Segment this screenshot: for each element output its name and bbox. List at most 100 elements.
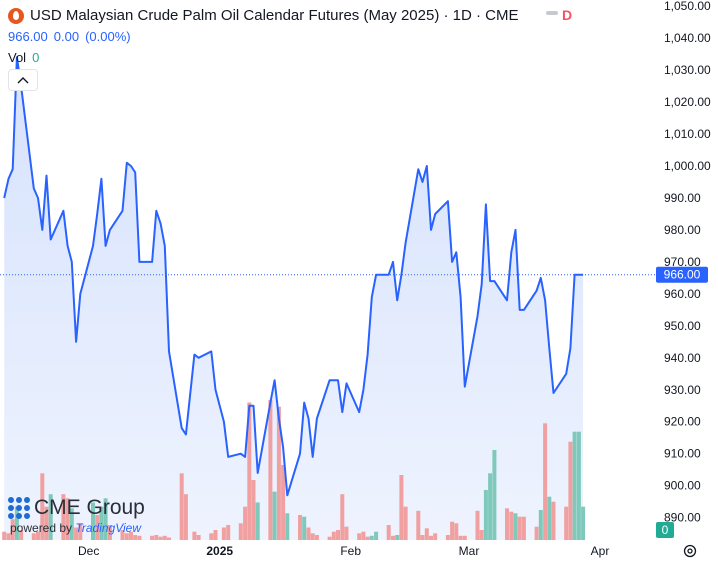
volume-bar	[154, 535, 159, 540]
settings-gear-icon[interactable]	[682, 543, 698, 559]
volume-bar	[44, 506, 49, 540]
market-status-badge[interactable]: D	[562, 7, 573, 23]
volume-bar	[226, 525, 231, 540]
price-area	[4, 57, 584, 541]
volume-bar	[179, 473, 184, 540]
volume-value: 0	[32, 50, 40, 65]
powered-by[interactable]: powered by TradingView	[8, 521, 145, 535]
volume-bar	[433, 533, 438, 540]
volume-bar	[40, 473, 45, 540]
visibility-toggle-icon[interactable]	[546, 11, 558, 15]
last-price-tags: 966.00 0	[656, 266, 708, 538]
y-tick-label: 940.00	[664, 351, 701, 365]
volume-bar	[450, 521, 455, 540]
volume-bar	[183, 494, 188, 540]
tradingview-brand[interactable]: TradingView	[75, 521, 141, 535]
volume-bar	[137, 535, 142, 540]
volume-bar	[196, 535, 201, 540]
y-tick-label: 990.00	[664, 191, 701, 205]
volume-bar	[255, 502, 260, 540]
last-price-tag	[656, 266, 708, 283]
volume-bar	[107, 525, 112, 540]
volume-bar	[10, 519, 15, 540]
y-tick-label: 910.00	[664, 447, 701, 461]
volume-bar	[19, 530, 24, 540]
volume-bar	[91, 502, 95, 540]
x-tick-label: Feb	[340, 544, 361, 558]
volume-bar	[521, 516, 526, 540]
volume-bar	[505, 508, 509, 540]
volume-bar	[158, 536, 163, 540]
volume-bar	[403, 506, 408, 540]
y-tick-label: 950.00	[664, 319, 701, 333]
volume-bar	[298, 515, 302, 540]
volume-bar	[361, 531, 366, 540]
volume-bar	[99, 506, 104, 540]
volume-bar	[65, 498, 70, 540]
volume-bar	[357, 533, 362, 540]
volume-bar	[285, 513, 290, 540]
volume-bar	[314, 535, 319, 540]
volume-bar	[454, 523, 459, 540]
volume-bar	[479, 530, 484, 540]
volume-bar	[458, 535, 463, 540]
time-axis[interactable]: Dec 2025 Feb Mar Apr	[0, 540, 655, 562]
volume-bar	[365, 536, 370, 540]
volume-label: Vol	[8, 50, 27, 65]
volume-bar	[475, 510, 480, 540]
volume-bar	[534, 526, 539, 540]
volume-bar	[14, 506, 19, 540]
volume-bar	[543, 423, 548, 540]
y-tick-label: 1,010.00	[664, 127, 711, 141]
y-tick-label: 900.00	[664, 479, 701, 493]
volume-bar	[551, 501, 556, 540]
volume-bar	[247, 402, 252, 540]
volume-bar	[78, 523, 83, 540]
volume-bar	[95, 515, 100, 540]
volume-bar	[327, 536, 332, 540]
y-tick-label: 1,000.00	[664, 159, 711, 173]
volume-bar	[483, 490, 488, 540]
volume-bar	[488, 473, 493, 540]
volume-bar	[281, 465, 286, 540]
volume-bar	[167, 537, 171, 540]
chart-legend-title[interactable]: USD Malaysian Crude Palm Oil Calendar Fu…	[8, 7, 519, 24]
legend-collapse-button[interactable]	[8, 69, 38, 91]
y-tick-label: 920.00	[664, 415, 701, 429]
price-readout: 966.00 0.00 (0.00%)	[8, 29, 131, 44]
volume-bar	[302, 516, 307, 540]
volume-bar	[31, 533, 36, 540]
volume-bar	[395, 535, 400, 540]
volume-bar	[61, 494, 66, 540]
volume-bar	[513, 513, 518, 540]
volume-bar	[509, 511, 514, 540]
price-area-layer	[4, 57, 584, 541]
volume-legend[interactable]: Vol 0	[8, 50, 39, 65]
powered-prefix: powered by	[10, 521, 73, 535]
volume-bar	[399, 475, 404, 540]
cme-group-logo[interactable]: CME Group powered by TradingView	[8, 496, 145, 535]
x-tick-label: Dec	[78, 544, 99, 558]
last-price-tag-label: 966.00	[664, 268, 701, 282]
volume-bar	[331, 531, 336, 540]
volume-bar	[344, 526, 349, 540]
volume-bar	[416, 510, 421, 540]
volume-bar	[36, 531, 40, 540]
volume-bar	[568, 441, 573, 540]
volume-bar	[576, 431, 581, 540]
volume-bar	[336, 530, 340, 540]
volume-bar	[272, 491, 277, 540]
volume-bar	[48, 494, 53, 540]
logo-name: CME Group	[34, 496, 145, 519]
volume-bar	[103, 498, 108, 540]
volume-bar	[74, 527, 79, 540]
volume-bar	[238, 523, 243, 540]
x-tick-label: Mar	[459, 544, 480, 558]
volume-tag	[656, 522, 674, 538]
symbol-title[interactable]: USD Malaysian Crude Palm Oil Calendar Fu…	[30, 7, 519, 24]
volume-bar	[243, 506, 248, 540]
y-tick-label: 890.00	[664, 511, 701, 525]
volume-bar	[462, 535, 467, 540]
